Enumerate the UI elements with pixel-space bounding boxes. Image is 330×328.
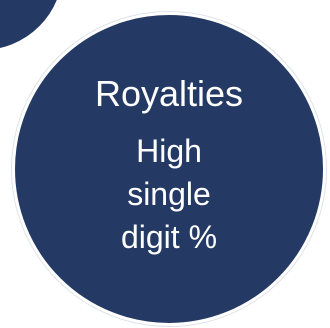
circle-title: Royalties	[94, 73, 244, 114]
circle-body: High single digit %	[15, 130, 323, 259]
circle-line-1: High	[136, 133, 202, 169]
circle-line-3: digit %	[120, 219, 218, 255]
royalties-circle: Royalties High single digit %	[12, 12, 326, 326]
circle-line-2: single	[127, 176, 211, 212]
corner-circle	[0, 0, 66, 53]
